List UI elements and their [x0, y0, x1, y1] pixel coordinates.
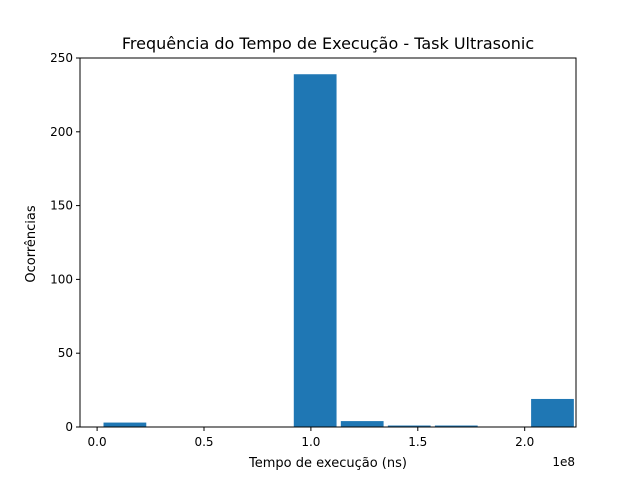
histogram-bar-1: [293, 74, 337, 428]
plot-frame: [79, 57, 577, 428]
y-tick-label: 200: [50, 125, 73, 139]
y-tick-label: 0: [65, 420, 73, 434]
x-tick-label: 1.0: [301, 435, 320, 449]
chart-title: Frequência do Tempo de Execução - Task U…: [122, 34, 534, 53]
x-tick-label: 1.5: [408, 435, 427, 449]
y-tick-label: 150: [50, 199, 73, 213]
y-tick-label: 50: [58, 346, 73, 360]
histogram-bar-3: [387, 425, 431, 427]
y-axis-title: Ocorrências: [24, 205, 39, 282]
x-axis-offset-label: 1e8: [552, 455, 575, 469]
x-axis-title: Tempo de execução (ns): [248, 456, 407, 471]
x-tick-label: 0.0: [88, 435, 107, 449]
y-axis-ticks: 0 50 100 150 200 250: [50, 51, 80, 434]
histogram-bar-5: [531, 398, 574, 427]
histogram-bar-2: [340, 421, 384, 427]
x-tick-label: 2.0: [515, 435, 534, 449]
x-tick-label: 0.5: [194, 435, 213, 449]
histogram-bar-4: [434, 425, 478, 427]
bars-group: [103, 74, 574, 428]
histogram-bar-0: [103, 422, 147, 427]
x-axis-ticks: 0.0 0.5 1.0 1.5 2.0: [88, 427, 534, 449]
y-tick-label: 100: [50, 272, 73, 286]
y-tick-label: 250: [50, 51, 73, 65]
